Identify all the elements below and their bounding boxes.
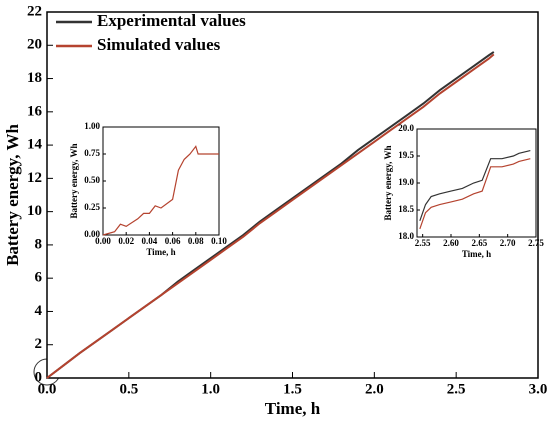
y-tick-label: 6 <box>35 270 43 286</box>
series-line <box>419 158 531 230</box>
y-tick-label: 1.00 <box>84 121 100 131</box>
x-axis-label: Time, h <box>265 399 321 418</box>
x-tick-label: 0.00 <box>95 236 111 246</box>
x-tick-label: 2.70 <box>500 238 516 248</box>
y-tick-label: 10 <box>27 203 42 219</box>
legend-label: Simulated values <box>97 35 221 54</box>
x-tick-label: 2.0 <box>365 381 384 397</box>
y-tick-label: 19.5 <box>398 150 414 160</box>
series-line <box>46 53 495 379</box>
series-line <box>102 145 219 236</box>
x-tick-label: 3.0 <box>529 381 548 397</box>
x-tick-label: 2.75 <box>528 238 544 248</box>
y-tick-label: 18.5 <box>398 204 414 214</box>
x-tick-label: 2.65 <box>471 238 487 248</box>
y-tick-label: 8 <box>35 236 43 252</box>
x-tick-label: 0.5 <box>119 381 138 397</box>
y-tick-label: 0 <box>35 369 43 385</box>
x-axis-label: Time, h <box>146 247 175 257</box>
y-tick-label: 19.0 <box>398 177 414 187</box>
y-tick-label: 0.50 <box>84 175 100 185</box>
legend-label: Experimental values <box>97 11 246 30</box>
x-tick-label: 0.04 <box>142 236 158 246</box>
x-tick-label: 1.5 <box>283 381 302 397</box>
x-axis-label: Time, h <box>462 249 491 259</box>
x-tick-label: 2.5 <box>447 381 466 397</box>
series-line <box>419 150 531 221</box>
y-tick-label: 0.75 <box>84 148 100 158</box>
y-tick-label: 0.25 <box>84 202 100 212</box>
y-tick-label: 14 <box>27 137 43 153</box>
plot-frame <box>102 126 220 236</box>
y-tick-label: 0.00 <box>84 229 100 239</box>
y-tick-label: 20 <box>27 37 42 53</box>
y-tick-label: 18.0 <box>398 231 414 241</box>
x-tick-label: 2.60 <box>443 238 459 248</box>
x-tick-label: 0.10 <box>211 236 227 246</box>
x-tick-label: 0.08 <box>188 236 204 246</box>
x-tick-label: 0.06 <box>165 236 181 246</box>
plot-frame <box>416 128 537 238</box>
y-tick-label: 12 <box>27 170 42 186</box>
y-tick-label: 16 <box>27 103 43 119</box>
x-tick-label: 0.02 <box>118 236 134 246</box>
y-tick-label: 2 <box>35 336 43 352</box>
y-tick-label: 4 <box>35 303 43 319</box>
x-tick-label: 0.0 <box>38 381 57 397</box>
y-tick-label: 22 <box>27 3 42 19</box>
x-tick-label: 2.55 <box>415 238 431 248</box>
y-axis-label: Battery energy, Wh <box>3 124 22 266</box>
y-axis-label: Battery energy, Wh <box>383 145 393 220</box>
y-tick-label: 20.0 <box>398 123 414 133</box>
y-axis-label: Battery energy, Wh <box>69 143 79 218</box>
x-tick-label: 1.0 <box>201 381 220 397</box>
y-tick-label: 18 <box>27 70 42 86</box>
